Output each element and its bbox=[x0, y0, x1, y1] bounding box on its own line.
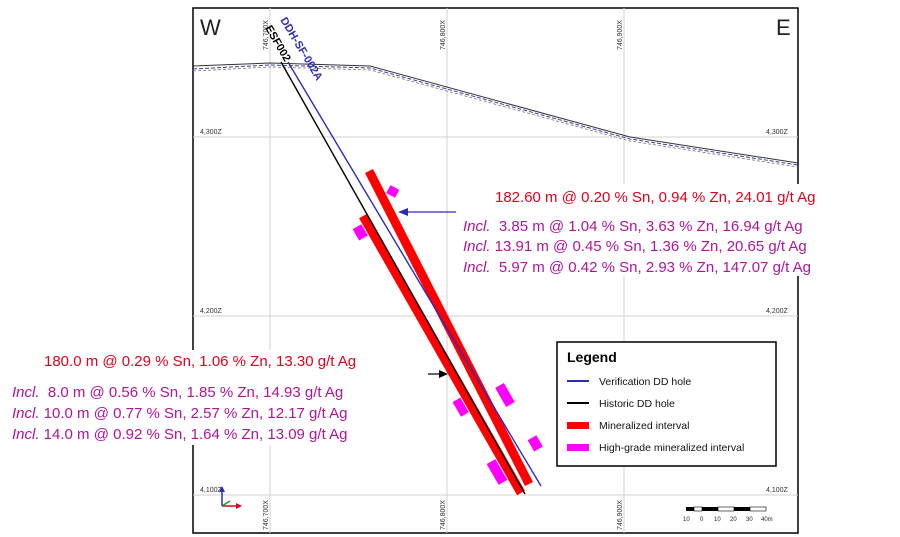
easting-label-bottom: 746,800X bbox=[440, 500, 447, 530]
scale-label: 10 bbox=[683, 517, 690, 523]
elevation-label-left: 4,300Z bbox=[200, 129, 223, 136]
elevation-label-right: 4,200Z bbox=[766, 308, 789, 315]
upper-main-intercept: 182.60 m @ 0.20 % Sn, 0.94 % Zn, 24.01 g… bbox=[495, 189, 815, 206]
scale-bar: 10 0 10 20 30 40m bbox=[683, 506, 773, 523]
historic-hole-trace bbox=[280, 61, 526, 495]
legend-title: Legend bbox=[567, 349, 617, 365]
grid bbox=[193, 8, 798, 533]
easting-label-bottom: 746,700X bbox=[263, 500, 270, 530]
high-grade-interval bbox=[352, 224, 368, 241]
scale-label: 20 bbox=[730, 517, 737, 523]
legend: Legend Verification DD hole Historic DD … bbox=[556, 341, 777, 467]
high-grade-interval bbox=[486, 459, 508, 485]
verification-hole-trace bbox=[287, 61, 542, 487]
lower-pointer-arrow bbox=[428, 370, 448, 378]
lower-include-line: Incl. 14.0 m @ 0.92 % Sn, 1.64 % Zn, 13.… bbox=[12, 426, 347, 443]
mineralized-intervals bbox=[359, 168, 534, 496]
legend-swatch-high-grade bbox=[567, 444, 589, 451]
mineralized-interval-bar bbox=[359, 213, 525, 496]
high-grade-interval bbox=[452, 397, 469, 417]
legend-item-label: High-grade mineralized interval bbox=[599, 442, 744, 454]
scale-label: 30 bbox=[746, 517, 753, 523]
elevation-label-left: 4,100Z bbox=[200, 487, 223, 494]
upper-include-line: Incl. 3.85 m @ 1.04 % Sn, 3.63 % Zn, 16.… bbox=[463, 218, 803, 235]
upper-intercept-annotation: 182.60 m @ 0.20 % Sn, 0.94 % Zn, 24.01 g… bbox=[456, 184, 884, 276]
lower-include-line: Incl. 8.0 m @ 0.56 % Sn, 1.85 % Zn, 14.9… bbox=[12, 384, 343, 401]
west-label: W bbox=[200, 15, 221, 40]
high-grade-interval bbox=[527, 435, 543, 452]
easting-label-top: 746,800X bbox=[440, 20, 447, 50]
elevation-label-right: 4,300Z bbox=[766, 129, 789, 136]
legend-swatch-mineralized bbox=[567, 422, 589, 429]
scale-label: 0 bbox=[700, 517, 704, 523]
lower-intercept-annotation: 180.0 m @ 0.29 % Sn, 1.06 % Zn, 13.30 g/… bbox=[8, 350, 428, 445]
east-label: E bbox=[776, 15, 791, 40]
easting-label-top: 746,700X bbox=[263, 20, 270, 50]
xyz-axis-icon bbox=[219, 486, 242, 509]
legend-item-label: Verification DD hole bbox=[599, 376, 691, 388]
legend-item-label: Historic DD hole bbox=[599, 398, 675, 410]
high-grade-intervals bbox=[352, 185, 543, 485]
lower-include-line: Incl. 10.0 m @ 0.77 % Sn, 2.57 % Zn, 12.… bbox=[12, 405, 347, 422]
elevation-label-right: 4,100Z bbox=[766, 487, 789, 494]
mineralized-interval-bar bbox=[364, 168, 534, 487]
legend-item-label: Mineralized interval bbox=[599, 420, 689, 432]
upper-include-line: Incl. 5.97 m @ 0.42 % Sn, 2.93 % Zn, 147… bbox=[463, 259, 811, 276]
scale-label: 10 bbox=[714, 517, 721, 523]
elevation-label-left: 4,200Z bbox=[200, 308, 223, 315]
high-grade-interval bbox=[386, 185, 400, 198]
scale-label: 40m bbox=[761, 517, 773, 523]
topography bbox=[192, 62, 799, 168]
lower-main-intercept: 180.0 m @ 0.29 % Sn, 1.06 % Zn, 13.30 g/… bbox=[44, 353, 356, 370]
legend-box bbox=[556, 341, 777, 467]
easting-label-top: 746,900X bbox=[617, 20, 624, 50]
upper-include-line: Incl. 13.91 m @ 0.45 % Sn, 1.36 % Zn, 20… bbox=[463, 238, 807, 255]
high-grade-interval bbox=[495, 382, 515, 408]
easting-label-bottom: 746,900X bbox=[617, 500, 624, 530]
